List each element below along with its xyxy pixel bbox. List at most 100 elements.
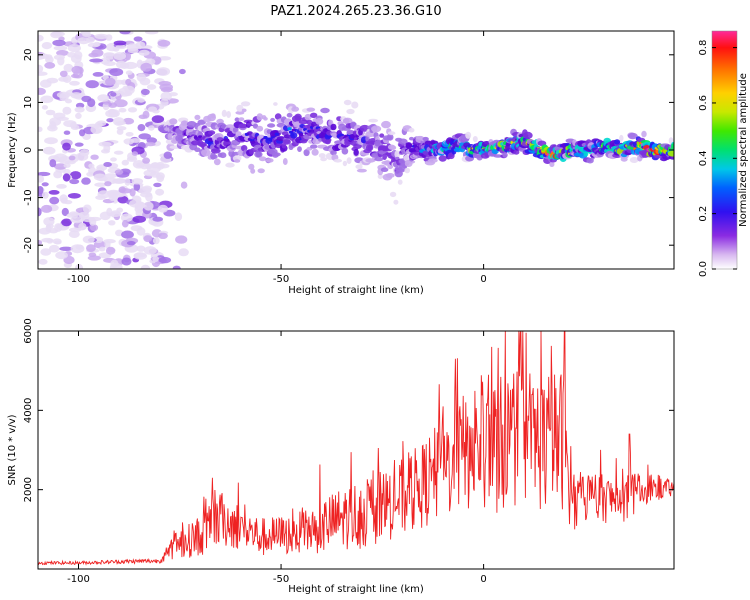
spectrogram-blob <box>413 151 421 156</box>
spectrogram-blob <box>38 64 44 73</box>
spectrogram-blob <box>75 112 82 119</box>
spectrogram-blob <box>120 213 133 222</box>
spectrogram-peak <box>287 127 292 131</box>
snr-ytick-label: 4000 <box>23 398 34 423</box>
spectrogram-blob <box>90 125 103 134</box>
spectrogram-blob <box>103 52 115 57</box>
spectrogram-blob <box>385 173 395 178</box>
spectrogram-xtick-label: -50 <box>273 274 289 285</box>
spectrogram-blob <box>290 132 298 139</box>
spectrogram-blob <box>310 144 318 149</box>
spectrogram-blob <box>137 124 146 132</box>
spectrogram-blob <box>86 244 96 253</box>
spectrogram-blob <box>248 163 255 170</box>
spectrogram-blob <box>383 160 391 166</box>
spectrogram-blob <box>88 163 95 169</box>
snr-ytick-label: 2000 <box>23 477 34 502</box>
spectrogram-blob <box>53 112 66 120</box>
spectrogram-blob <box>70 92 83 99</box>
spectrogram-blob <box>389 191 397 198</box>
spectrogram-blob <box>115 44 127 50</box>
colorbar-tick-label: 0.2 <box>698 206 709 222</box>
spectrogram-blob <box>324 139 331 145</box>
spectrogram-blob <box>377 174 383 179</box>
spectrogram-ylabel: Frequency (Hz) <box>7 112 18 188</box>
spectrogram-blob <box>41 182 49 187</box>
snr-ytick-label: 6000 <box>23 318 34 343</box>
spectrogram-blob <box>110 92 117 97</box>
spectrogram-blob <box>614 139 621 145</box>
spectrogram-blob <box>194 114 201 120</box>
spectrogram-blob <box>422 136 429 142</box>
spectrogram-blob <box>125 78 132 86</box>
spectrogram-blob <box>274 113 282 120</box>
spectrogram-blob <box>387 131 396 136</box>
colorbar-tick-label: 0.0 <box>698 261 709 277</box>
spectrogram-blob <box>87 42 100 48</box>
spectrogram-blob <box>136 162 146 168</box>
spectrogram-blob <box>56 184 67 189</box>
spectrogram-blob <box>320 157 327 162</box>
spectrogram-blob <box>41 105 49 110</box>
spectrogram-blob <box>108 211 122 217</box>
spectrogram-blob <box>356 168 367 173</box>
spectrogram-blob <box>133 252 148 260</box>
spectrogram-blob <box>96 120 107 127</box>
spectrogram-blob <box>82 235 95 244</box>
spectrogram-blob <box>438 155 447 162</box>
spectrogram-blob <box>54 163 67 170</box>
spectrogram-blob <box>156 67 171 76</box>
spectrogram-blob <box>49 196 60 205</box>
spectrogram-blob <box>94 33 109 40</box>
spectrogram-blob <box>226 124 234 128</box>
colorbar-tick-label: 0.8 <box>698 40 709 56</box>
spectrogram-blob <box>86 171 95 177</box>
spectrogram-marks <box>38 31 674 269</box>
spectrogram-blob <box>180 120 189 126</box>
spectrogram-blob <box>513 149 520 155</box>
spectrogram-blob <box>374 157 384 162</box>
spectrogram-blob <box>333 158 342 163</box>
spectrogram-blob <box>549 161 555 167</box>
spectrogram-blob <box>70 171 82 180</box>
spectrogram-blob <box>155 188 165 196</box>
spectrogram-blob <box>124 85 135 95</box>
spectrogram-blob <box>106 118 114 123</box>
spectrogram-blob <box>58 156 72 164</box>
spectrogram-blob <box>116 128 124 135</box>
spectrogram-blob <box>136 245 146 252</box>
spectrogram-blob <box>143 201 154 211</box>
spectrogram-blob <box>158 81 172 86</box>
spectrogram-blob <box>175 235 188 244</box>
spectrogram-blob <box>141 88 150 96</box>
spectrogram-blob <box>103 61 116 67</box>
spectrogram-peak <box>225 138 230 142</box>
spectrogram-blob <box>46 238 54 244</box>
spectrogram-blob <box>151 115 165 123</box>
snr-frame <box>37 330 675 570</box>
spectrogram-blob <box>49 121 57 130</box>
spectrogram-blob <box>52 39 66 47</box>
spectrogram-blob <box>174 212 183 221</box>
spectrogram-blob <box>38 34 44 42</box>
spectrogram-blob <box>304 113 312 121</box>
spectrogram-blob <box>117 195 129 204</box>
snr-ylabel: SNR (10 * v/v) <box>7 414 18 485</box>
spectrogram-blob <box>93 173 107 181</box>
spectrogram-blob <box>305 119 313 125</box>
spectrogram-blob <box>367 144 374 151</box>
spectrogram-blob <box>142 185 153 193</box>
spectrogram-blob <box>330 123 337 131</box>
spectrogram-blob <box>97 94 110 102</box>
spectrogram-ytick-label: 10 <box>23 96 34 109</box>
spectrogram-blob <box>67 44 81 53</box>
spectrogram-blob <box>78 222 87 231</box>
spectrogram-blob <box>145 141 156 147</box>
spectrogram-blob <box>108 102 118 108</box>
spectrogram-blob <box>45 109 56 116</box>
spectrogram-blob <box>197 119 206 125</box>
spectrogram-blob <box>121 230 134 239</box>
spectrogram-blob <box>273 102 278 106</box>
spectrogram-blob <box>97 190 111 199</box>
spectrogram-blob <box>59 92 69 102</box>
